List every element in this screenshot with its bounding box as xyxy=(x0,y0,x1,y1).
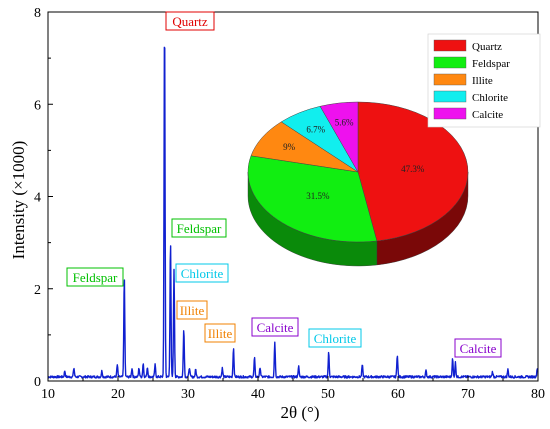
legend-entry-chlorite: Chlorite xyxy=(472,92,508,104)
x-axis-label: 2θ (°) xyxy=(280,403,319,422)
peak-label-box xyxy=(454,338,502,358)
pie-slice-calcite xyxy=(319,101,359,173)
peak-label-chlorite: Chlorite xyxy=(308,328,362,348)
axes: 10 20 30 40 50 60 70 80 0 2 4 6 8 xyxy=(34,6,545,402)
peak-label-illite: Illite xyxy=(204,323,236,343)
y-tick-label: 6 xyxy=(34,98,41,113)
x-tick-label: 40 xyxy=(251,387,265,402)
peak-label-box xyxy=(176,300,208,320)
peak-label-box xyxy=(175,263,229,283)
x-tick-label: 50 xyxy=(321,387,335,402)
peak-label-text: Quartz xyxy=(172,14,208,29)
peak-label-feldspar: Feldspar xyxy=(66,267,124,287)
y-tick-label: 4 xyxy=(34,191,41,206)
peak-label-box xyxy=(308,328,362,348)
pie-value-label: 31.5% xyxy=(306,191,330,201)
peak-label-illite: Illite xyxy=(176,300,208,320)
peak-label-box xyxy=(66,267,124,287)
x-tick-label: 30 xyxy=(181,387,195,402)
legend-swatch-quartz xyxy=(433,39,467,52)
peak-label-text: Feldspar xyxy=(73,270,118,285)
x-tick-label: 80 xyxy=(531,387,545,402)
legend-entry-calcite: Calcite xyxy=(472,109,503,121)
pie-legend: Quartz Feldspar Illite Chlorite Calcite xyxy=(427,33,541,128)
peak-label-box xyxy=(251,317,299,337)
peak-label-box xyxy=(165,11,215,31)
xrd-trace-line xyxy=(47,46,539,379)
peak-label-text: Calcite xyxy=(460,341,497,356)
y-tick-label: 0 xyxy=(34,375,41,390)
pie-slice-quartz xyxy=(357,101,469,242)
peak-label-text: Illite xyxy=(208,326,233,341)
peak-label-box xyxy=(171,218,227,238)
pie-slice-feldspar xyxy=(247,155,378,243)
peak-label-box xyxy=(204,323,236,343)
legend-entry-quartz: Quartz xyxy=(472,41,502,53)
peak-label-calcite: Calcite xyxy=(251,317,299,337)
peak-label-text: Feldspar xyxy=(177,221,222,236)
plot-area xyxy=(47,46,539,379)
pie-chart: 47.3% 31.5% 9% 6.7% 5.6% xyxy=(247,101,469,267)
peak-label-text: Calcite xyxy=(257,320,294,335)
legend-entry-illite: Illite xyxy=(472,75,493,87)
x-tick-label: 60 xyxy=(391,387,405,402)
legend-swatch-feldspar xyxy=(433,56,467,69)
x-tick-label: 70 xyxy=(461,387,475,402)
peak-label-feldspar: Feldspar xyxy=(171,218,227,238)
pie-value-label: 47.3% xyxy=(401,164,425,174)
peak-label-quartz: Quartz xyxy=(165,11,215,31)
legend-swatch-calcite xyxy=(433,107,467,120)
x-tick-label: 20 xyxy=(111,387,125,402)
legend-swatch-illite xyxy=(433,73,467,86)
legend-entry-feldspar: Feldspar xyxy=(472,58,510,70)
y-axis-label: Intensity (×1000) xyxy=(9,141,28,260)
peak-label-text: Chlorite xyxy=(181,266,224,281)
peak-annotations: Quartz Feldspar Chlorite Illite Feldspar Illi… xyxy=(66,11,502,358)
x-tick-label: 10 xyxy=(41,387,55,402)
legend-swatch-chlorite xyxy=(433,90,467,103)
y-tick-label: 2 xyxy=(34,283,41,298)
peak-label-chlorite: Chlorite xyxy=(175,263,229,283)
y-tick-label: 8 xyxy=(34,6,41,21)
pie-value-label: 5.6% xyxy=(335,117,354,127)
pie-value-label: 9% xyxy=(283,142,296,152)
pie-value-label: 6.7% xyxy=(306,124,325,134)
peak-label-calcite: Calcite xyxy=(454,338,502,358)
peak-label-text: Illite xyxy=(180,303,205,318)
peak-label-text: Chlorite xyxy=(314,331,357,346)
